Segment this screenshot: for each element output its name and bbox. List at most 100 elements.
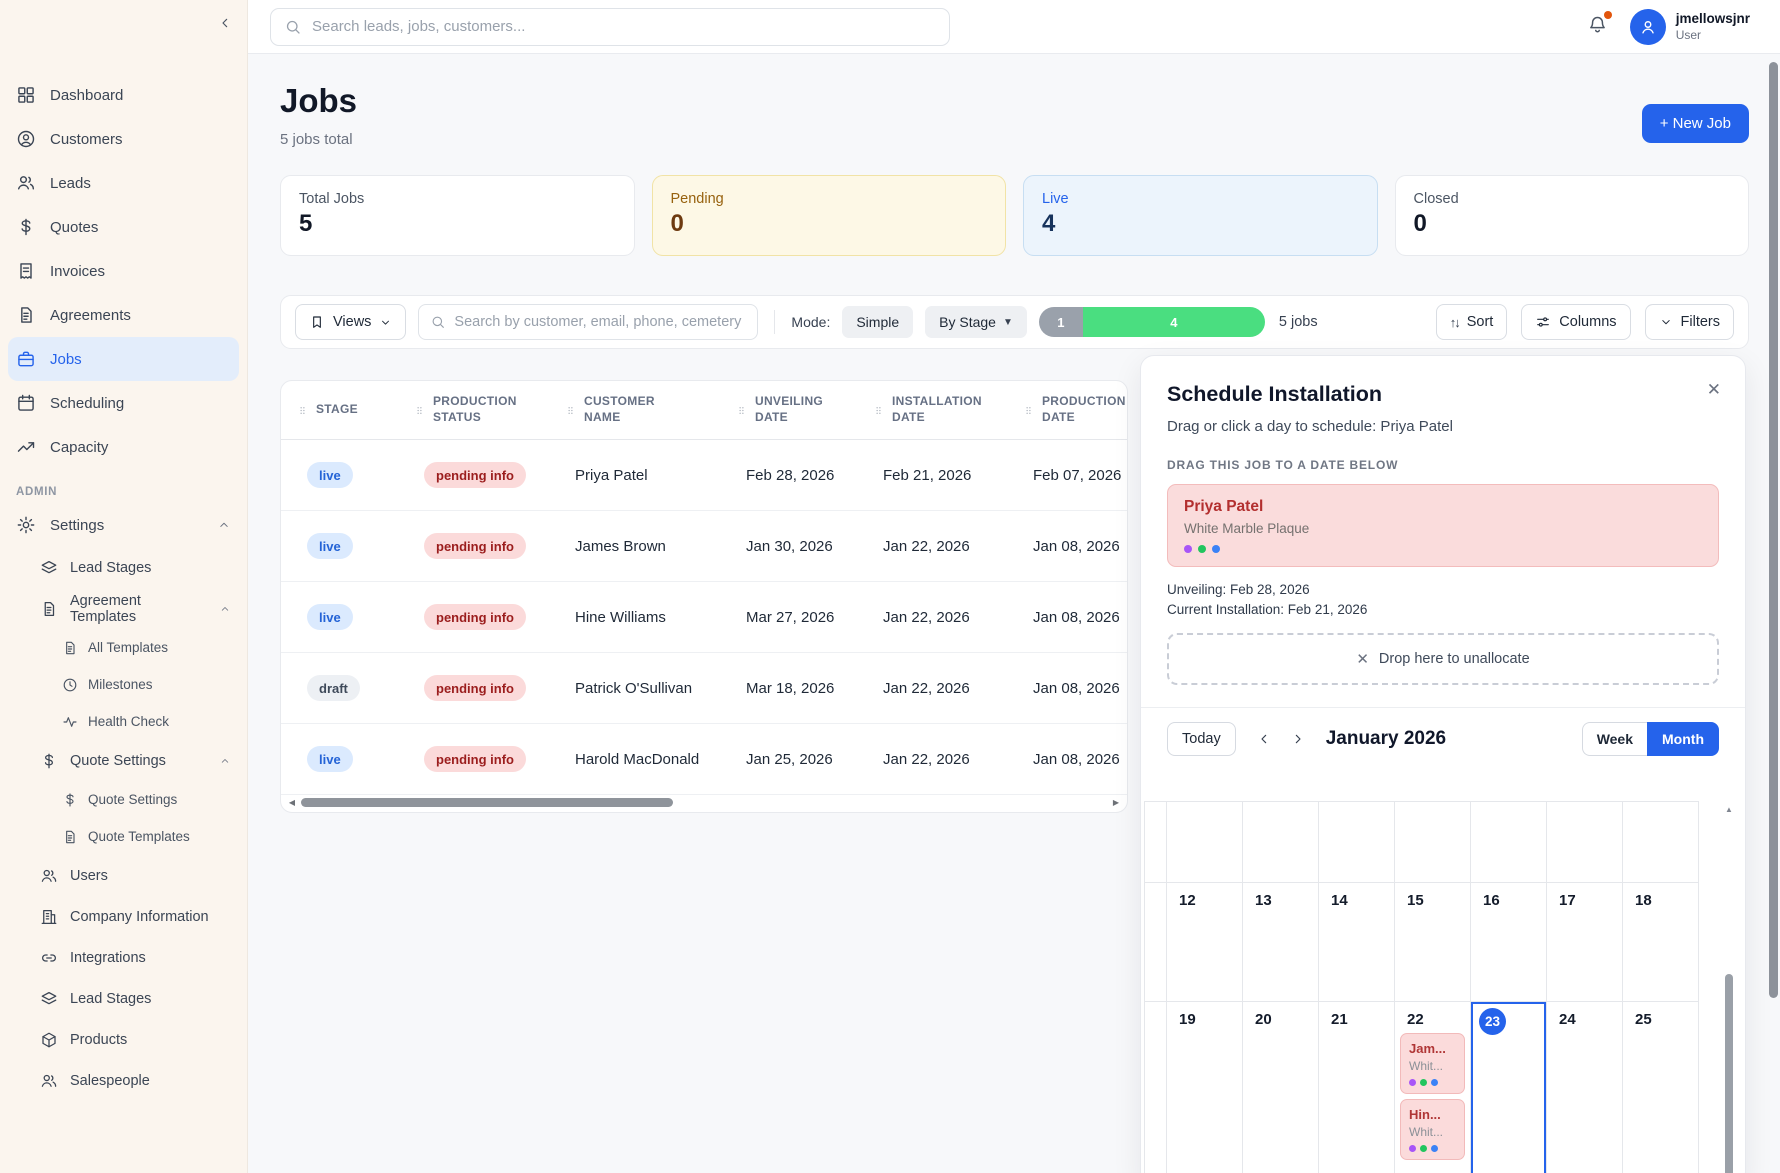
calendar-day-cell[interactable] <box>1471 802 1547 883</box>
table-row[interactable]: live pending info Priya Patel Feb 28, 20… <box>281 440 1127 511</box>
filters-button[interactable]: Filters <box>1644 304 1734 340</box>
calendar-day-24[interactable]: 24 <box>1547 1002 1623 1173</box>
table-search-input[interactable]: Search by customer, email, phone, cemete… <box>418 304 759 340</box>
sidebar-item-label: Agreement Templates <box>70 592 141 625</box>
calendar-day-cell[interactable] <box>1145 802 1167 883</box>
calendar-day-cell[interactable] <box>1145 1002 1167 1173</box>
drag-handle-icon[interactable] <box>414 403 425 418</box>
table-row[interactable]: live pending info Hine Williams Mar 27, … <box>281 582 1127 653</box>
user-menu[interactable]: jmellowsjnr User <box>1629 8 1750 45</box>
page-scrollbar-thumb[interactable] <box>1769 62 1778 998</box>
calendar-day-cell[interactable] <box>1145 883 1167 1002</box>
sidebar-item-label: Lead Stages <box>70 990 152 1007</box>
sidebar-item-dashboard[interactable]: Dashboard <box>0 73 247 117</box>
calendar-day-23-today[interactable]: 23 <box>1471 1002 1547 1173</box>
sidebar-item-all-templates[interactable]: All Templates <box>0 629 247 666</box>
today-button[interactable]: Today <box>1167 722 1236 756</box>
calendar-day-cell[interactable] <box>1319 802 1395 883</box>
prev-month-icon[interactable] <box>1256 731 1272 747</box>
sidebar-item-lead-stages-2[interactable]: Lead Stages <box>0 978 247 1019</box>
sidebar-item-users[interactable]: Users <box>0 855 247 896</box>
sidebar-item-invoices[interactable]: Invoices <box>0 249 247 293</box>
sidebar-item-health-check[interactable]: Health Check <box>0 703 247 740</box>
group-by-label: By Stage <box>939 314 996 330</box>
table-row[interactable]: draft pending info Patrick O'Sullivan Ma… <box>281 653 1127 724</box>
scrollbar-thumb[interactable] <box>1725 974 1733 1173</box>
scroll-right-arrow[interactable]: ▶ <box>1112 798 1120 807</box>
sidebar-item-scheduling[interactable]: Scheduling <box>0 381 247 425</box>
columns-button[interactable]: Columns <box>1521 304 1631 340</box>
calendar-day-25[interactable]: 25 <box>1623 1002 1699 1173</box>
sidebar-collapse-button[interactable] <box>217 15 233 36</box>
sidebar-item-quote-settings-sub[interactable]: Quote Settings <box>0 781 247 818</box>
calendar-day-13[interactable]: 13 <box>1243 883 1319 1002</box>
horizontal-scrollbar[interactable]: ◀ ▶ <box>287 796 1121 809</box>
column-header-production-date[interactable]: PRODUCTION DATE <box>1023 394 1127 425</box>
event-product: Whit... <box>1409 1125 1444 1139</box>
calendar-day-16[interactable]: 16 <box>1471 883 1547 1002</box>
calendar-day-15[interactable]: 15 <box>1395 883 1471 1002</box>
global-search-input[interactable]: Search leads, jobs, customers... <box>270 7 950 46</box>
sidebar-item-quote-settings[interactable]: Quote Settings <box>0 740 247 781</box>
views-button[interactable]: Views <box>295 304 407 340</box>
calendar-day-cell[interactable] <box>1395 802 1471 883</box>
calendar-event[interactable]: Hin... Whit... <box>1400 1099 1465 1160</box>
sort-button[interactable]: ↑↓ Sort <box>1435 304 1508 340</box>
scrollbar-thumb[interactable] <box>301 798 673 807</box>
column-header-customer-name[interactable]: CUSTOMER NAME <box>565 394 736 425</box>
table-row[interactable]: live pending info James Brown Jan 30, 20… <box>281 511 1127 582</box>
new-job-button[interactable]: + New Job <box>1641 104 1749 143</box>
calendar-day-12[interactable]: 12 <box>1167 883 1243 1002</box>
table-row[interactable]: live pending info Harold MacDonald Jan 2… <box>281 724 1127 795</box>
calendar-day-21[interactable]: 21 <box>1319 1002 1395 1173</box>
sidebar-item-quotes[interactable]: Quotes <box>0 205 247 249</box>
drag-handle-icon[interactable] <box>736 403 747 418</box>
column-header-stage[interactable]: STAGE <box>297 402 414 418</box>
calendar-day-cell[interactable] <box>1243 802 1319 883</box>
calendar-day-cell[interactable] <box>1167 802 1243 883</box>
calendar-day-cell[interactable] <box>1623 802 1699 883</box>
unallocate-drop-zone[interactable]: ✕ Drop here to unallocate <box>1167 633 1719 685</box>
sidebar-item-settings[interactable]: Settings <box>0 503 247 547</box>
scroll-left-arrow[interactable]: ◀ <box>288 798 296 807</box>
column-header-production-status[interactable]: PRODUCTION STATUS <box>414 394 565 425</box>
scroll-up-arrow[interactable]: ▲ <box>1725 805 1733 814</box>
month-view-button[interactable]: Month <box>1647 722 1719 756</box>
sidebar-item-jobs[interactable]: Jobs <box>8 337 239 381</box>
drag-handle-icon[interactable] <box>1023 403 1034 418</box>
calendar-scrollbar[interactable]: ▲ <box>1724 805 1734 1173</box>
sidebar-item-milestones[interactable]: Milestones <box>0 666 247 703</box>
sidebar-item-customers[interactable]: Customers <box>0 117 247 161</box>
calendar-event[interactable]: Jam... Whit... <box>1400 1033 1465 1094</box>
draggable-job-card[interactable]: Priya Patel White Marble Plaque <box>1167 484 1719 567</box>
mode-toggle-button[interactable]: Simple <box>842 306 914 338</box>
calendar-day-20[interactable]: 20 <box>1243 1002 1319 1173</box>
week-view-button[interactable]: Week <box>1581 722 1648 756</box>
notifications-button[interactable] <box>1587 10 1612 40</box>
sidebar-item-products[interactable]: Products <box>0 1019 247 1060</box>
drag-handle-icon[interactable] <box>297 403 308 418</box>
sidebar-item-quote-templates[interactable]: Quote Templates <box>0 818 247 855</box>
close-icon[interactable]: ✕ <box>1706 380 1721 399</box>
sidebar-item-capacity[interactable]: Capacity <box>0 425 247 469</box>
sidebar-item-agreements[interactable]: Agreements <box>0 293 247 337</box>
sidebar-item-salespeople[interactable]: Salespeople <box>0 1060 247 1101</box>
calendar-day-22[interactable]: 22 Jam... Whit... Hin... Whit... <box>1395 1002 1471 1173</box>
scrollbar-track[interactable] <box>297 798 1111 807</box>
sidebar-item-company-information[interactable]: Company Information <box>0 896 247 937</box>
calendar-day-14[interactable]: 14 <box>1319 883 1395 1002</box>
calendar-day-18[interactable]: 18 <box>1623 883 1699 1002</box>
sidebar-item-lead-stages[interactable]: Lead Stages <box>0 547 247 588</box>
calendar-day-17[interactable]: 17 <box>1547 883 1623 1002</box>
sidebar-item-leads[interactable]: Leads <box>0 161 247 205</box>
column-header-unveiling-date[interactable]: UNVEILING DATE <box>736 394 873 425</box>
calendar-day-cell[interactable] <box>1547 802 1623 883</box>
drag-handle-icon[interactable] <box>565 403 576 418</box>
column-header-installation-date[interactable]: INSTALLATION DATE <box>873 394 1023 425</box>
next-month-icon[interactable] <box>1290 731 1306 747</box>
group-by-button[interactable]: By Stage ▼ <box>925 306 1027 338</box>
calendar-day-19[interactable]: 19 <box>1167 1002 1243 1173</box>
sidebar-item-integrations[interactable]: Integrations <box>0 937 247 978</box>
sidebar-item-agreement-templates[interactable]: Agreement Templates <box>0 588 247 629</box>
drag-handle-icon[interactable] <box>873 403 884 418</box>
